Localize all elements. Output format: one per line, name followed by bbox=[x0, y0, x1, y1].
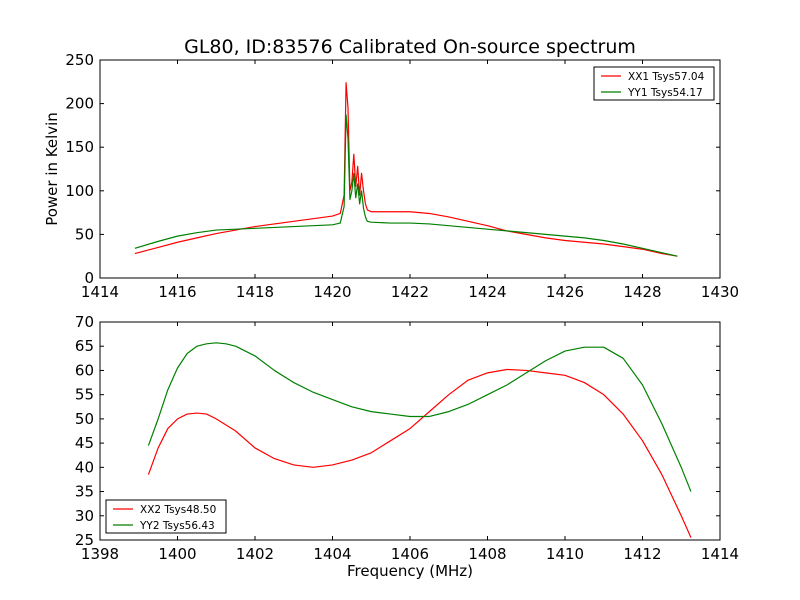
top-legend-label-1: XX1 Tsys57.04 bbox=[628, 71, 705, 83]
bottom-legend-box bbox=[105, 499, 227, 534]
top-plot-ticks: 1414 1416 1418 1420 1422 1424 1426 1428 1430 0 50 1… bbox=[65, 51, 739, 301]
bottom-y-tick-label: 40 bbox=[75, 458, 94, 476]
top-x-tick-label: 1416 bbox=[158, 283, 196, 301]
bottom-x-tick-label: 1414 bbox=[701, 545, 739, 563]
bottom-y-tick-label: 65 bbox=[75, 337, 94, 355]
top-y-tick-label: 250 bbox=[65, 51, 94, 69]
top-legend-label-2: YY1 Tsys54.17 bbox=[627, 87, 703, 99]
bottom-y-tick-label: 70 bbox=[75, 313, 94, 331]
top-x-tick-label: 1418 bbox=[236, 283, 274, 301]
top-x-tick-label: 1422 bbox=[391, 283, 429, 301]
top-plot-lines bbox=[134, 82, 678, 257]
top-y-tick-label: 0 bbox=[84, 269, 94, 287]
bottom-x-tick-label: 1406 bbox=[391, 545, 429, 563]
bottom-x-tick-label: 1408 bbox=[468, 545, 506, 563]
bottom-legend: XX2 Tsys48.50 YY2 Tsys56.43 bbox=[105, 499, 227, 534]
bottom-x-tick-label: 1412 bbox=[623, 545, 661, 563]
top-y-tick-label: 150 bbox=[65, 138, 94, 156]
bottom-x-tick-label: 1400 bbox=[158, 545, 196, 563]
bottom-legend-label-2: YY2 Tsys56.43 bbox=[139, 520, 215, 532]
top-y-tick-label: 50 bbox=[75, 225, 94, 243]
bottom-legend-label-1: XX2 Tsys48.50 bbox=[140, 504, 216, 516]
bottom-x-tick-label: 1410 bbox=[546, 545, 584, 563]
bottom-plot-lines bbox=[147, 342, 692, 538]
top-series-line-2 bbox=[134, 114, 678, 257]
top-x-tick-label: 1424 bbox=[468, 283, 506, 301]
bottom-x-tick-label: 1398 bbox=[81, 545, 119, 563]
bottom-y-tick-label: 60 bbox=[75, 361, 94, 379]
bottom-y-tick-label: 55 bbox=[75, 386, 94, 404]
top-x-tick-label: 1420 bbox=[313, 283, 351, 301]
top-y-axis-label: Power in Kelvin bbox=[43, 112, 61, 226]
top-legend-box bbox=[593, 66, 715, 101]
top-series-line-1 bbox=[134, 82, 678, 257]
bottom-y-tick-label: 30 bbox=[75, 507, 94, 525]
bottom-y-tick-label: 35 bbox=[75, 483, 94, 501]
top-x-tick-label: 1430 bbox=[701, 283, 739, 301]
top-plot: 1414 1416 1418 1420 1422 1424 1426 1428 1430 0 50 1… bbox=[43, 51, 739, 301]
bottom-y-tick-label: 50 bbox=[75, 410, 94, 428]
top-x-tick-label: 1428 bbox=[623, 283, 661, 301]
bottom-plot: 1398 1400 1402 1404 1406 1408 1410 1412 1414 25 30… bbox=[75, 313, 739, 580]
top-legend: XX1 Tsys57.04 YY1 Tsys54.17 bbox=[593, 66, 715, 101]
bottom-x-tick-label: 1402 bbox=[236, 545, 274, 563]
top-x-tick-label: 1414 bbox=[81, 283, 119, 301]
top-y-tick-label: 200 bbox=[65, 95, 94, 113]
top-y-tick-label: 100 bbox=[65, 182, 94, 200]
bottom-series-line-2 bbox=[147, 342, 692, 492]
bottom-y-tick-label: 45 bbox=[75, 434, 94, 452]
bottom-plot-ticks: 1398 1400 1402 1404 1406 1408 1410 1412 1414 25 30… bbox=[75, 313, 739, 563]
x-axis-label: Frequency (MHz) bbox=[347, 562, 473, 580]
bottom-y-tick-label: 25 bbox=[75, 531, 94, 549]
bottom-x-tick-label: 1404 bbox=[313, 545, 351, 563]
bottom-series-line-1 bbox=[147, 368, 692, 538]
chart-title: GL80, ID:83576 Calibrated On-source spec… bbox=[184, 36, 636, 58]
top-x-tick-label: 1426 bbox=[546, 283, 584, 301]
